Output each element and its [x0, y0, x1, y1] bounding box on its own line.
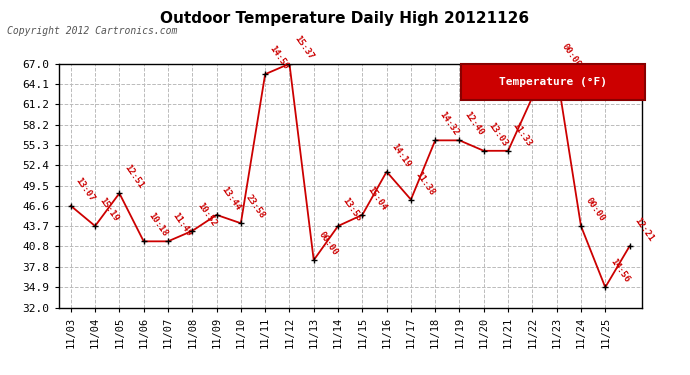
- Text: 00:00: 00:00: [317, 230, 339, 257]
- Text: 00:00: 00:00: [584, 196, 607, 223]
- Text: 13:44: 13:44: [219, 185, 242, 212]
- FancyBboxPatch shape: [461, 64, 644, 100]
- Text: Copyright 2012 Cartronics.com: Copyright 2012 Cartronics.com: [7, 26, 177, 36]
- Text: 12:40: 12:40: [462, 110, 485, 138]
- Text: 14:19: 14:19: [389, 142, 412, 169]
- Text: 11:38: 11:38: [414, 170, 437, 197]
- Text: 12:51: 12:51: [122, 164, 145, 190]
- Text: 10:18: 10:18: [146, 211, 169, 238]
- Text: 13:55: 13:55: [341, 196, 364, 223]
- Text: 13:03: 13:03: [486, 121, 509, 148]
- Text: 14:32: 14:32: [438, 110, 461, 138]
- Text: 15:04: 15:04: [365, 185, 388, 212]
- Text: 13:07: 13:07: [74, 176, 97, 203]
- Text: Outdoor Temperature Daily High 20121126: Outdoor Temperature Daily High 20121126: [161, 11, 529, 26]
- Text: 11:49: 11:49: [170, 211, 193, 238]
- Text: 14:56: 14:56: [608, 257, 631, 285]
- Text: 11:33: 11:33: [511, 121, 533, 148]
- Text: 10:52: 10:52: [195, 201, 218, 228]
- Text: 15:37: 15:37: [293, 34, 315, 61]
- Text: 12:55: 12:55: [535, 67, 558, 94]
- Text: 12:21: 12:21: [632, 216, 655, 243]
- Text: 00:00: 00:00: [560, 42, 582, 69]
- Text: 23:58: 23:58: [244, 193, 266, 220]
- Text: 14:50: 14:50: [268, 44, 290, 71]
- Text: Temperature (°F): Temperature (°F): [499, 77, 607, 87]
- Text: 15:19: 15:19: [98, 196, 121, 223]
